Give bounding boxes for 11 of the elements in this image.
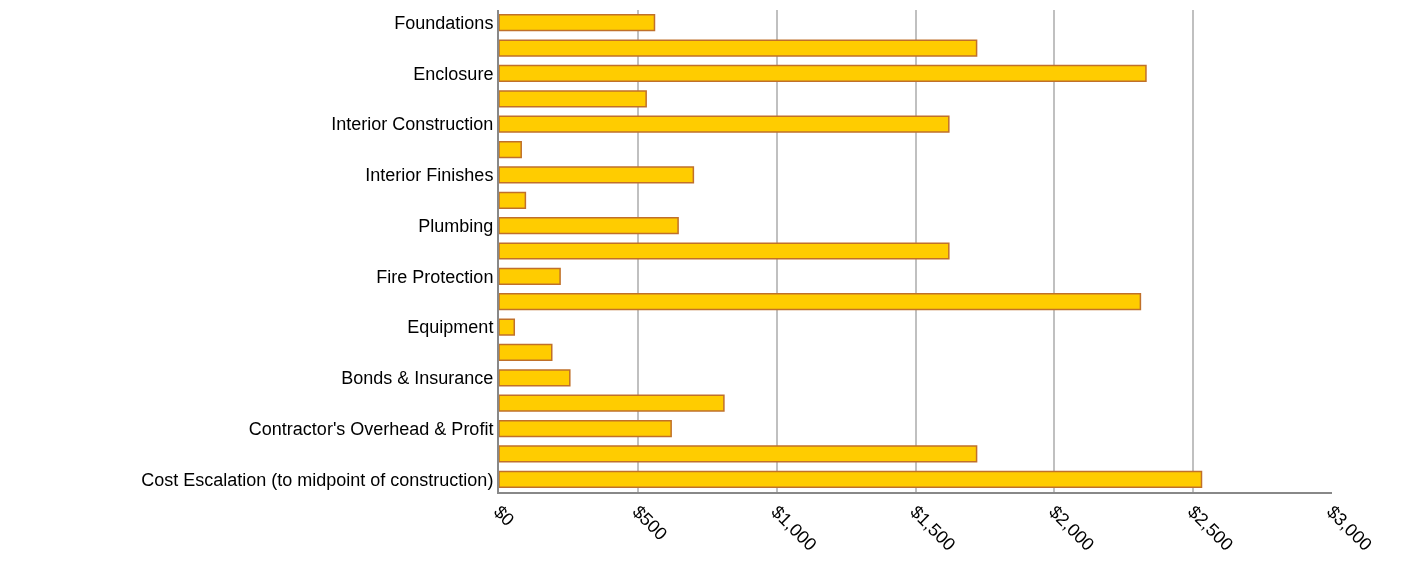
y-tick-label: Fire Protection <box>376 266 494 287</box>
y-tick-label: Equipment <box>407 317 494 338</box>
y-tick-label: Enclosure <box>413 63 494 84</box>
y-tick-label: Bonds & Insurance <box>341 368 494 389</box>
y-tick-label: Foundations <box>394 12 494 33</box>
y-tick-label: Interior Finishes <box>365 165 494 186</box>
y-tick-label: Plumbing <box>418 215 494 236</box>
y-tick-label: Cost Escalation (to midpoint of construction) <box>141 469 494 490</box>
y-tick-label: Interior Construction <box>331 114 494 135</box>
x-tick-label: $0 <box>489 501 519 530</box>
y-tick-label: Contractor's Overhead & Profit <box>248 418 494 439</box>
